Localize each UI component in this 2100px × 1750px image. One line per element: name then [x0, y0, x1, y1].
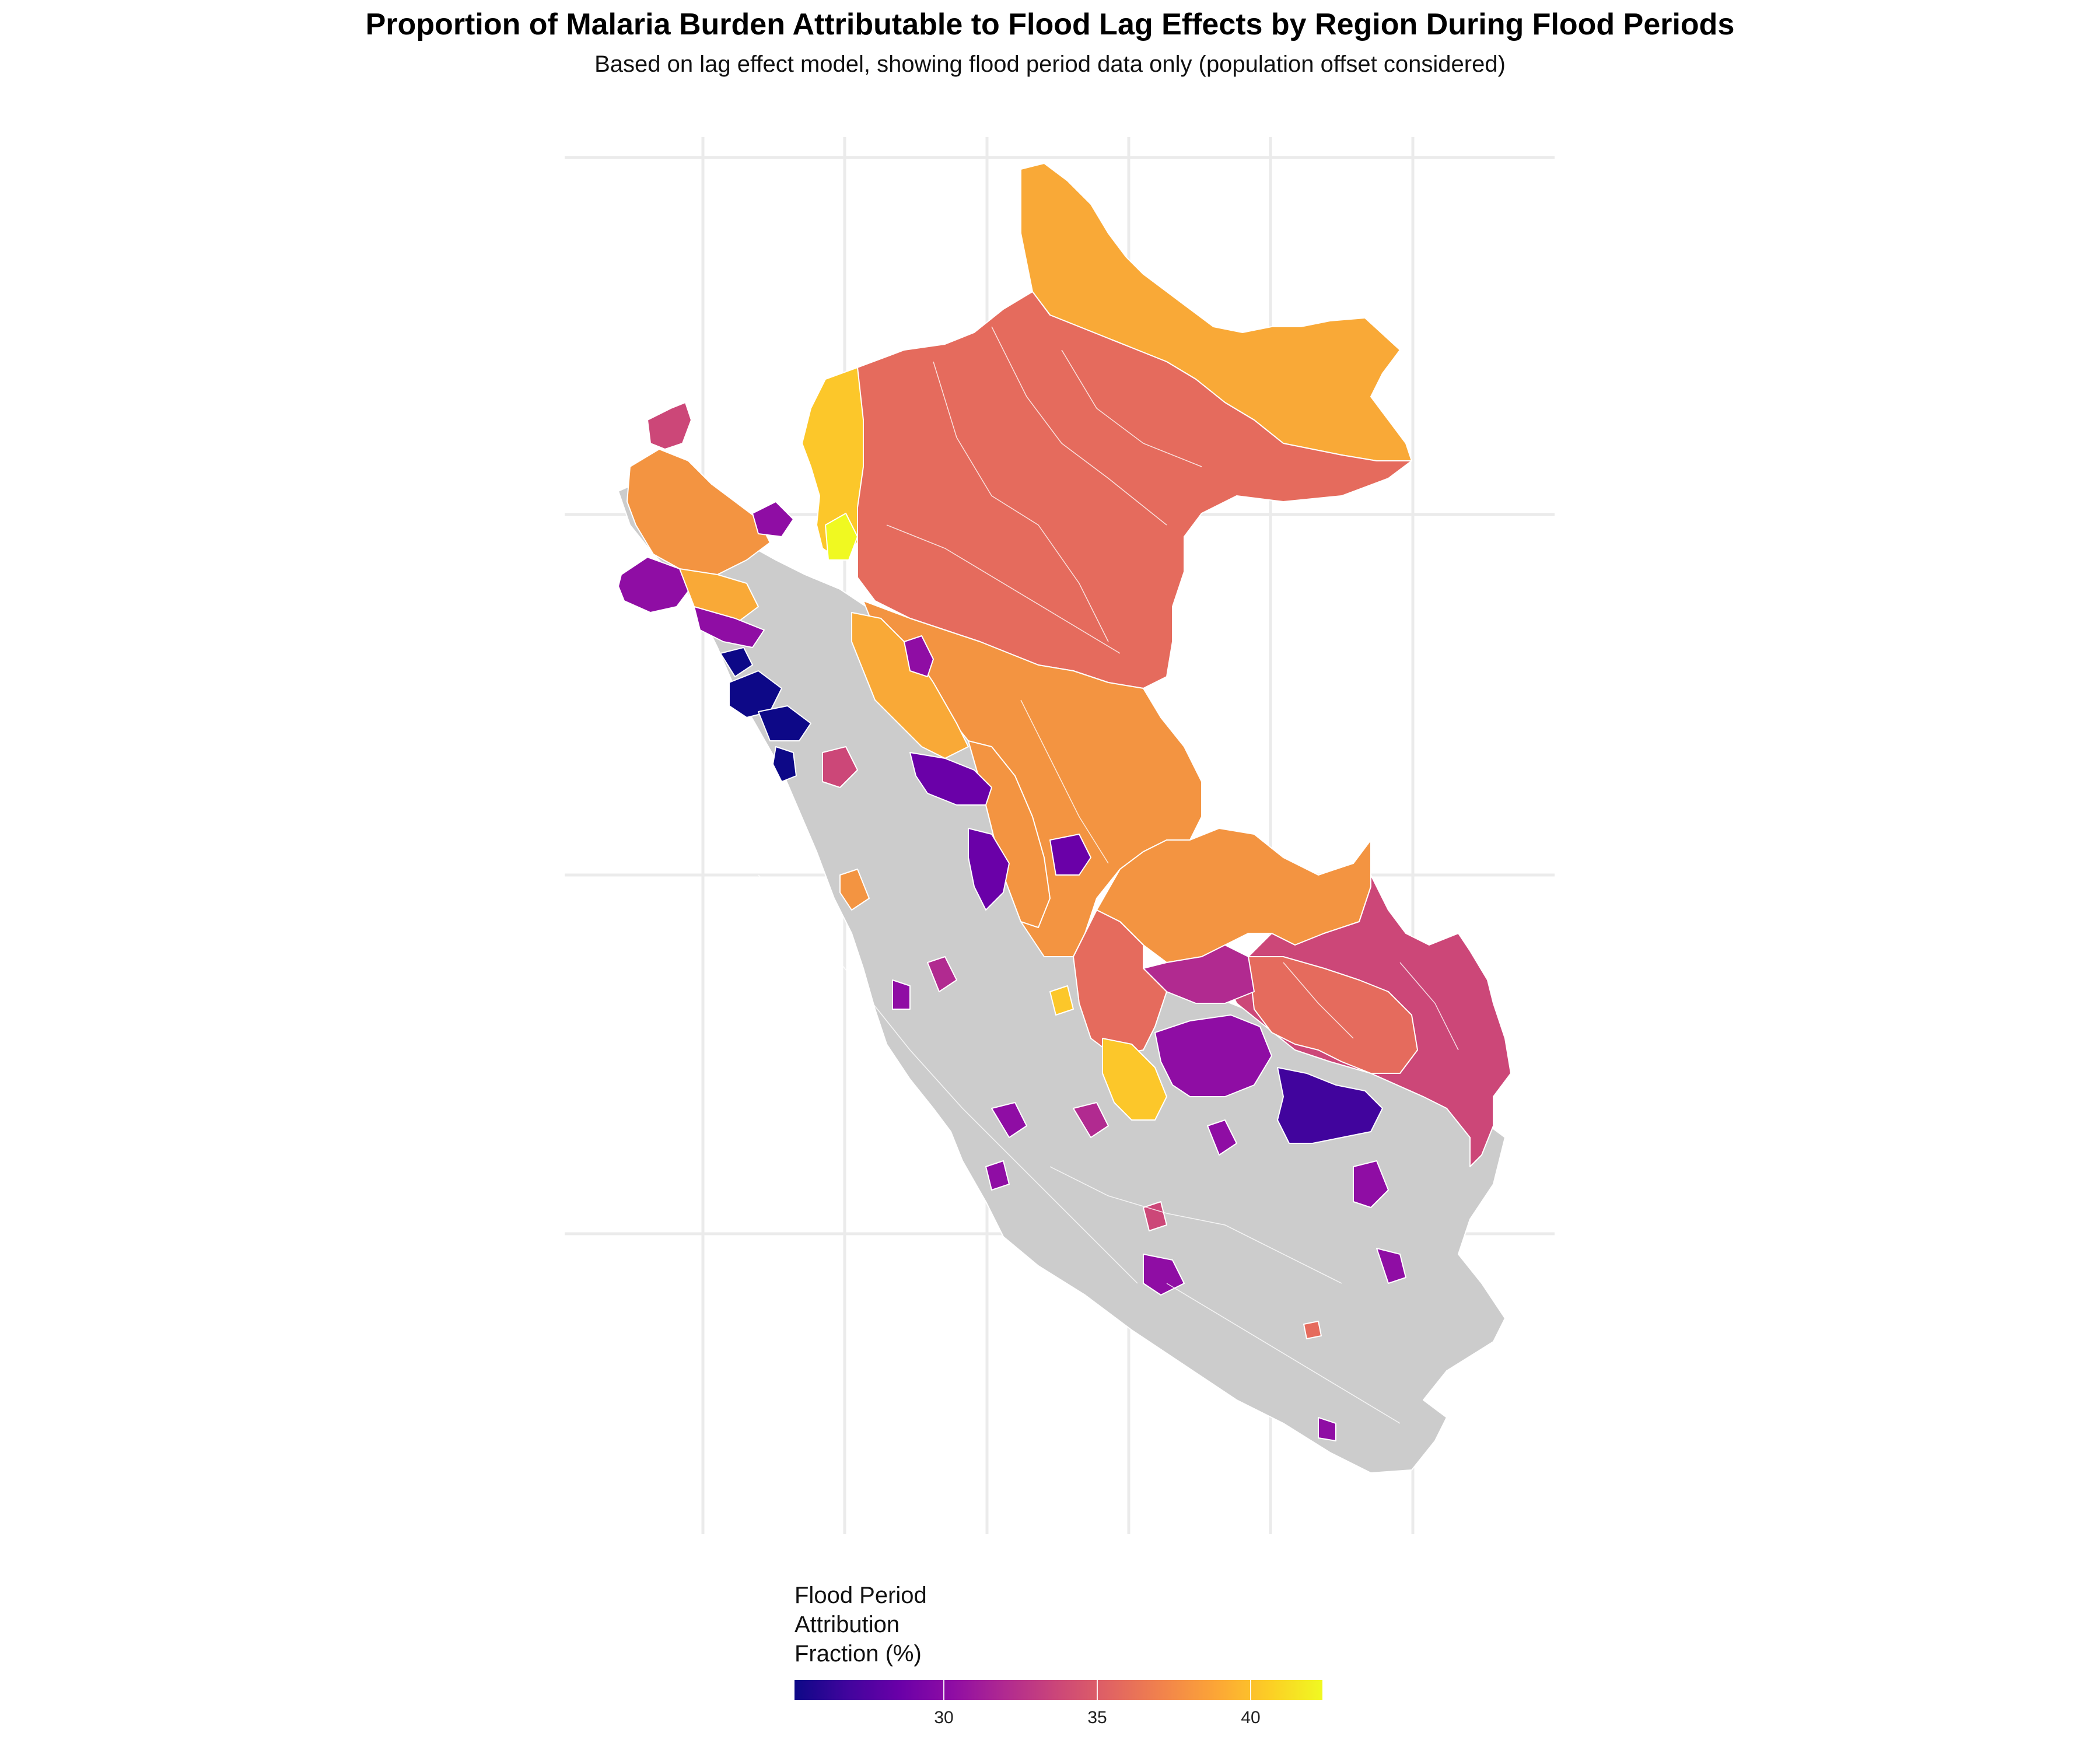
- boundary-7: [1399, 962, 1459, 1051]
- region-amazonas-brightyellow: [825, 513, 858, 561]
- region-cusco-purple: [1154, 1014, 1272, 1097]
- region-ancash-purple: [968, 828, 1010, 911]
- boundary-10: [1166, 1283, 1401, 1424]
- region-boundaries: [758, 326, 1459, 1424]
- region-cajamarca-deepblue-2: [758, 705, 811, 741]
- legend-tick-40: [1250, 1680, 1251, 1700]
- legend-label-40: 40: [1241, 1708, 1261, 1727]
- legend-label-35: 35: [1087, 1708, 1107, 1727]
- region-andes-magenta-3: [1073, 1102, 1109, 1138]
- legend-title-line-2: Attribution: [794, 1612, 900, 1637]
- region-lambayeque-purple: [694, 606, 765, 648]
- page-subtitle: Based on lag effect model, showing flood…: [594, 51, 1506, 77]
- region-andes-orange-small: [839, 869, 870, 911]
- boundary-1: [933, 361, 1109, 642]
- region-andes-purple-4: [991, 1102, 1027, 1138]
- region-andes-magenta-2: [927, 956, 957, 992]
- region-andes-purple-2: [904, 635, 934, 677]
- region-cusco-coral: [1248, 956, 1418, 1074]
- region-andes-magenta-4: [1143, 1201, 1167, 1231]
- color-legend: Flood Period Attribution Fraction (%) 30…: [794, 1581, 1331, 1738]
- region-andes-yellow-small: [1049, 985, 1074, 1016]
- region-coast-purple: [985, 1160, 1010, 1191]
- region-junin-yellow: [1102, 1038, 1167, 1121]
- legend-title-line-1: Flood Period: [794, 1583, 927, 1608]
- boundary-6: [1283, 962, 1354, 1039]
- region-piura-purple: [618, 556, 695, 613]
- region-cusco-magenta: [1143, 944, 1255, 1004]
- region-andes-purple-1: [752, 501, 794, 537]
- region-junin-coral: [1073, 909, 1167, 1056]
- region-south-purple-3: [1318, 1417, 1336, 1441]
- legend-tick-35: [1097, 1680, 1098, 1700]
- region-south-purple-2: [1376, 1248, 1406, 1284]
- region-cajamarca-deepblue-4: [720, 647, 753, 677]
- map-regions: [618, 163, 1511, 1474]
- page-title: Proportion of Malaria Burden Attributabl…: [365, 8, 1735, 41]
- boundary-5: [1020, 699, 1109, 864]
- region-south-coral: [1303, 1321, 1322, 1339]
- region-tumbes: [647, 402, 692, 450]
- region-cajamarca-deepblue-3: [772, 746, 797, 782]
- region-andes-magenta-1: [822, 746, 858, 788]
- region-andes-purple-6: [1207, 1119, 1237, 1156]
- region-piura-orange: [626, 449, 771, 584]
- region-lalibertad-purple: [909, 752, 992, 806]
- legend-colorbar: [794, 1680, 1322, 1700]
- boundary-2: [991, 326, 1167, 526]
- region-cusco-deepblue: [1277, 1067, 1383, 1144]
- region-south-purple-1: [1143, 1254, 1185, 1296]
- boundary-9: [1049, 1166, 1342, 1284]
- legend-label-30: 30: [934, 1708, 954, 1727]
- region-huanuco-purple: [1049, 834, 1091, 876]
- boundary-4: [886, 524, 1121, 654]
- legend-tick-30: [943, 1680, 944, 1700]
- boundary-3: [1061, 349, 1202, 467]
- boundary-8: [758, 874, 1138, 1284]
- legend-title-line-3: Fraction (%): [794, 1641, 922, 1667]
- region-andes-purple-3: [892, 979, 911, 1010]
- region-andes-purple-5: [1353, 1160, 1389, 1208]
